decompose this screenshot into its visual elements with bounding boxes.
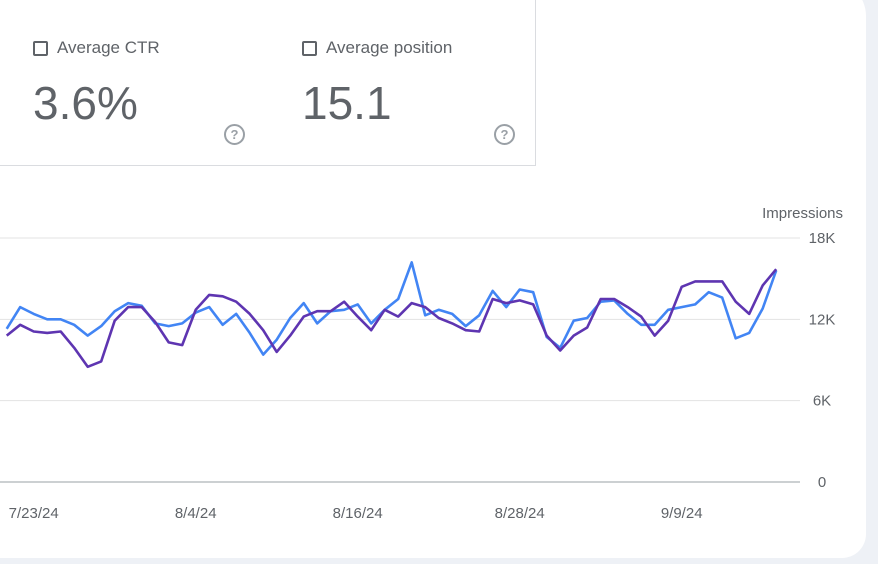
series-line: [5, 268, 778, 369]
x-tick-label: 9/9/24: [661, 505, 703, 522]
metric-label: Average position: [326, 38, 453, 57]
y-axis-title: Impressions: [762, 205, 843, 222]
y-tick-label: 0: [818, 474, 826, 491]
help-icon[interactable]: ?: [224, 124, 245, 145]
metric-card-average-ctr[interactable]: Average CTR 3.6% ?: [0, 0, 266, 166]
metric-value: 3.6%: [33, 77, 138, 129]
x-tick-label: 8/28/24: [495, 505, 545, 522]
metric-card-average-position[interactable]: Average position 15.1 ?: [265, 0, 536, 166]
metric-value: 15.1: [302, 77, 392, 129]
metric-label: Average CTR: [57, 38, 160, 57]
help-icon[interactable]: ?: [494, 124, 515, 145]
checkbox-icon[interactable]: [302, 40, 317, 56]
x-tick-label: 8/16/24: [333, 505, 383, 522]
y-tick-label: 6K: [813, 393, 831, 410]
series-line: [5, 261, 778, 356]
x-tick-label: 7/23/24: [9, 505, 59, 522]
y-tick-label: 18K: [809, 230, 836, 247]
checkbox-icon[interactable]: [33, 40, 48, 56]
y-tick-label: 12K: [809, 311, 836, 328]
x-tick-label: 8/4/24: [175, 505, 217, 522]
